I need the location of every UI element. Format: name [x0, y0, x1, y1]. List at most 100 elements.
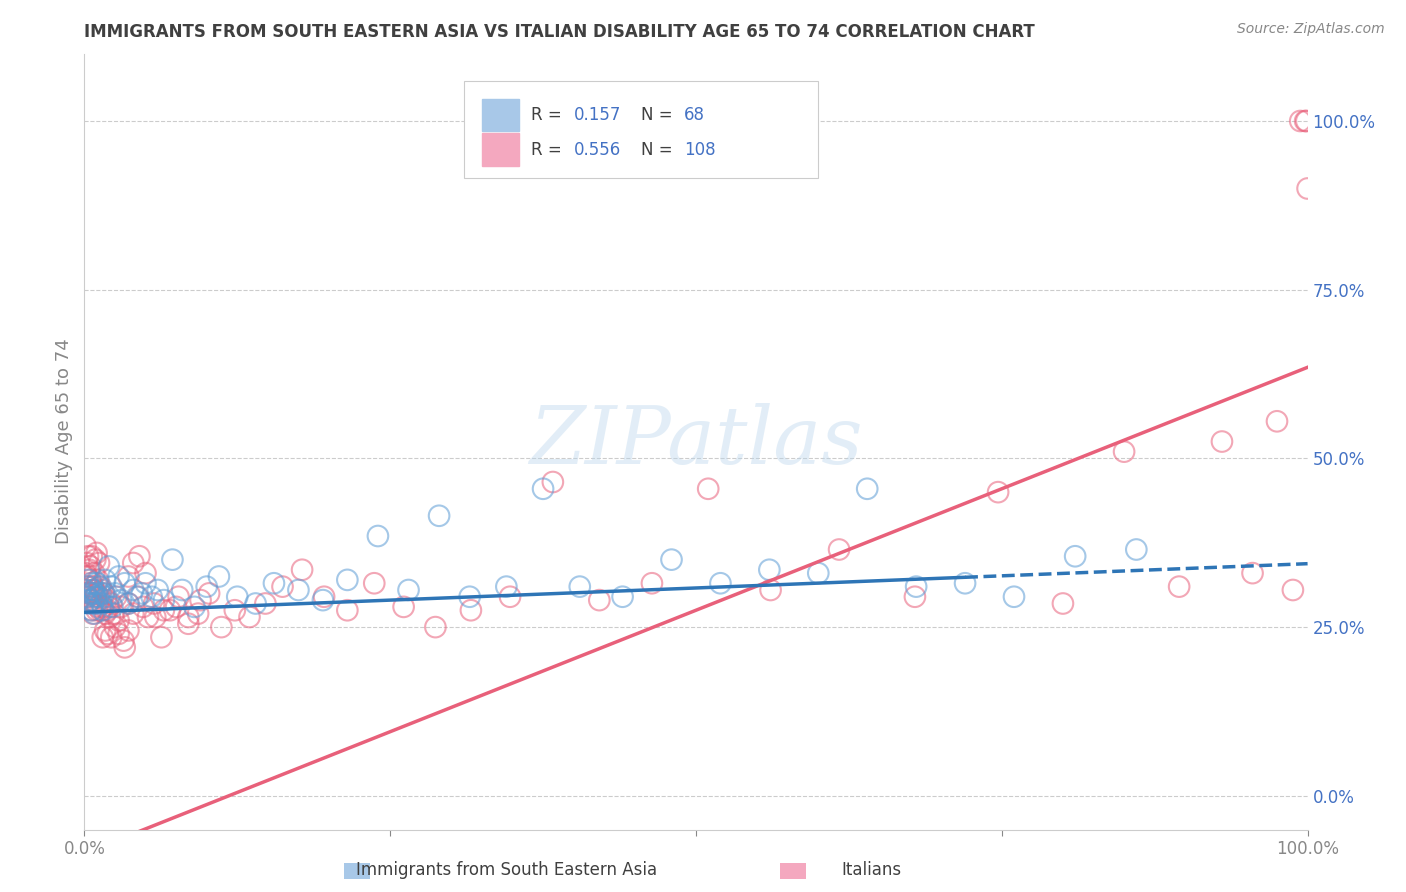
- Text: Source: ZipAtlas.com: Source: ZipAtlas.com: [1237, 22, 1385, 37]
- Point: [458, 590, 481, 604]
- Point: [425, 620, 447, 634]
- Point: [661, 552, 683, 566]
- Point: [135, 566, 157, 581]
- Point: [103, 607, 125, 621]
- Point: [828, 542, 851, 557]
- Point: [87, 573, 110, 587]
- Point: [100, 580, 122, 594]
- Point: [100, 630, 122, 644]
- Point: [91, 603, 114, 617]
- Point: [101, 599, 124, 614]
- Point: [499, 590, 522, 604]
- Text: 108: 108: [683, 141, 716, 159]
- Point: [117, 597, 139, 611]
- Point: [75, 582, 97, 597]
- Text: 68: 68: [683, 106, 704, 124]
- Point: [143, 597, 166, 611]
- Point: [254, 597, 277, 611]
- Point: [287, 582, 309, 597]
- Point: [86, 603, 108, 617]
- Point: [96, 593, 118, 607]
- Point: [159, 603, 181, 617]
- FancyBboxPatch shape: [482, 98, 519, 131]
- Point: [495, 580, 517, 594]
- Point: [190, 593, 212, 607]
- Point: [97, 599, 120, 614]
- Point: [195, 580, 218, 594]
- Point: [87, 599, 110, 614]
- Point: [709, 576, 731, 591]
- Point: [697, 482, 720, 496]
- Text: IMMIGRANTS FROM SOUTH EASTERN ASIA VS ITALIAN DISABILITY AGE 65 TO 74 CORRELATIO: IMMIGRANTS FROM SOUTH EASTERN ASIA VS IT…: [84, 23, 1035, 41]
- Point: [153, 603, 176, 617]
- Point: [89, 586, 111, 600]
- Point: [460, 603, 482, 617]
- Point: [856, 482, 879, 496]
- Point: [80, 603, 103, 617]
- Point: [86, 576, 108, 591]
- Point: [131, 586, 153, 600]
- Point: [312, 593, 335, 607]
- Point: [1265, 414, 1288, 428]
- Point: [122, 607, 145, 621]
- Point: [79, 586, 101, 600]
- Text: ZIPatlas: ZIPatlas: [529, 403, 863, 480]
- Y-axis label: Disability Age 65 to 74: Disability Age 65 to 74: [55, 339, 73, 544]
- Point: [641, 576, 664, 591]
- Point: [75, 566, 97, 581]
- Point: [117, 569, 139, 583]
- Point: [107, 627, 129, 641]
- Point: [76, 569, 98, 583]
- Point: [183, 599, 205, 614]
- Point: [172, 582, 194, 597]
- Text: R =: R =: [531, 106, 567, 124]
- Point: [807, 566, 830, 581]
- Point: [94, 573, 117, 587]
- Point: [150, 630, 173, 644]
- Point: [392, 599, 415, 614]
- Point: [79, 593, 101, 607]
- Point: [987, 485, 1010, 500]
- Point: [91, 630, 114, 644]
- FancyBboxPatch shape: [482, 134, 519, 166]
- Point: [77, 590, 100, 604]
- Point: [87, 590, 110, 604]
- Point: [80, 586, 103, 600]
- Point: [80, 549, 103, 564]
- Point: [291, 563, 314, 577]
- Point: [83, 582, 105, 597]
- Point: [87, 590, 110, 604]
- Point: [117, 597, 139, 611]
- Point: [82, 582, 104, 597]
- Point: [77, 549, 100, 564]
- Point: [398, 582, 420, 597]
- Point: [90, 582, 112, 597]
- Point: [165, 599, 187, 614]
- Point: [79, 573, 101, 587]
- Point: [226, 590, 249, 604]
- Point: [84, 590, 107, 604]
- Point: [83, 566, 105, 581]
- Point: [122, 556, 145, 570]
- Point: [759, 582, 782, 597]
- Point: [1294, 114, 1316, 128]
- Point: [112, 633, 135, 648]
- Point: [83, 607, 105, 621]
- Point: [612, 590, 634, 604]
- Point: [75, 586, 97, 600]
- Point: [86, 586, 108, 600]
- Point: [1289, 114, 1312, 128]
- Point: [77, 580, 100, 594]
- Point: [96, 590, 118, 604]
- Point: [77, 573, 100, 587]
- Point: [82, 607, 104, 621]
- Point: [135, 576, 157, 591]
- Point: [77, 563, 100, 577]
- Point: [177, 610, 200, 624]
- Point: [1295, 114, 1317, 128]
- Point: [1114, 444, 1136, 458]
- Point: [136, 610, 159, 624]
- Point: [114, 640, 136, 655]
- Point: [209, 620, 232, 634]
- Point: [77, 597, 100, 611]
